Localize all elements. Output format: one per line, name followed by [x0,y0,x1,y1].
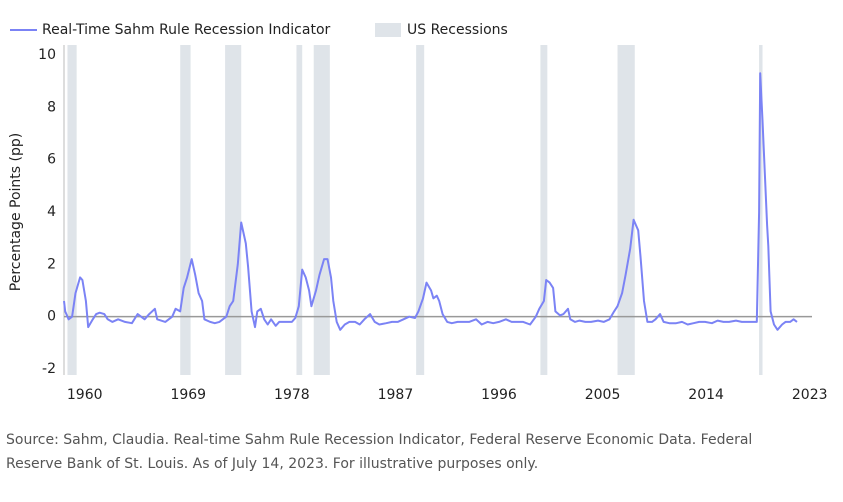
recession-band [180,45,191,375]
y-tick-label: 10 [38,47,56,63]
x-tick-label: 1960 [67,387,103,403]
recession-band [759,45,763,375]
series-line [63,72,798,331]
recession-band [313,45,330,375]
source-note: Source: Sahm, Claudia. Real-time Sahm Ru… [6,432,753,472]
recession-band [67,45,77,375]
chart: Real-Time Sahm Rule Recession Indicator … [8,22,828,403]
legend-label: Real-Time Sahm Rule Recession Indicator [42,22,331,38]
recession-band [225,45,242,375]
x-tick-label: 1996 [481,387,517,403]
recession-band [416,45,425,375]
recession-band [617,45,635,375]
y-tick-label: 0 [47,309,56,325]
x-tick-label: 2005 [585,387,621,403]
x-tick-label: 2014 [688,387,724,403]
legend-box-swatch [375,23,401,37]
x-tick-label: 2023 [792,387,828,403]
recession-band [540,45,548,375]
x-tick-label: 1987 [378,387,414,403]
legend-label: US Recessions [407,22,508,38]
y-tick-label: -2 [42,361,56,377]
recession-band [296,45,303,375]
y-tick-label: 2 [47,256,56,272]
y-axis-label: Percentage Points (pp) [8,133,24,291]
y-tick-label: 6 [47,152,56,168]
x-tick-label: 1969 [170,387,206,403]
y-tick-label: 4 [47,204,56,220]
y-tick-label: 8 [47,99,56,115]
x-tick-label: 1978 [274,387,310,403]
